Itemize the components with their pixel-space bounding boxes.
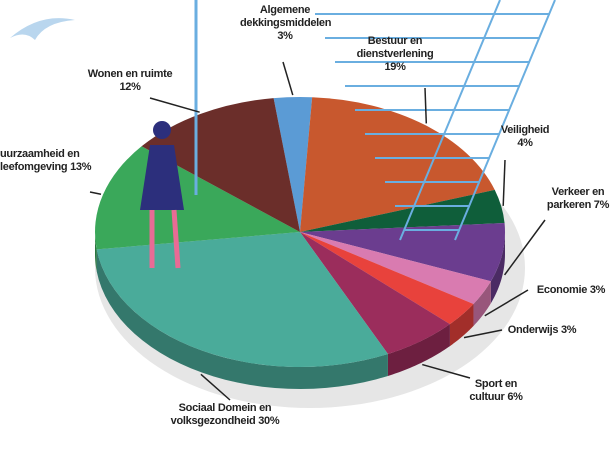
slice	[96, 232, 388, 367]
slice	[300, 232, 491, 304]
slice-label: Sport en cultuur 6%	[460, 378, 532, 404]
category-label: Onderwijs	[507, 324, 559, 336]
value-label: 4%	[517, 137, 533, 149]
leader-line	[422, 363, 471, 379]
slice-label: Onderwijs 3%	[502, 324, 582, 337]
slice-side	[449, 303, 474, 347]
slice-label: Economie 3%	[528, 284, 614, 297]
leader-line	[282, 61, 294, 96]
value-label: 3%	[589, 284, 606, 296]
ladder-icon	[315, 0, 556, 241]
slice-side	[490, 232, 505, 304]
leg	[171, 209, 181, 269]
slice	[300, 232, 474, 325]
leader-line	[463, 329, 503, 339]
leader-line	[89, 191, 102, 195]
category-label: Algemene dekkingsmiddelen	[240, 4, 332, 29]
slice	[300, 223, 505, 282]
leader-line	[424, 87, 428, 124]
slice-label: Wonen en ruimte 12%	[80, 68, 180, 94]
slice	[273, 97, 313, 232]
slice-label: Sociaal Domein en volksgezondheid 30%	[165, 402, 285, 428]
leader-line	[503, 219, 546, 276]
slice	[300, 97, 495, 232]
value-label: 12%	[119, 81, 141, 93]
slice-label: Verkeer en parkeren 7%	[545, 186, 611, 212]
category-label: Sociaal Domein en volksgezondheid	[170, 402, 272, 427]
leader-line	[484, 289, 529, 317]
slice-label: Bestuur en dienstverlening 19%	[350, 35, 440, 74]
ladder-rail	[454, 0, 556, 241]
head	[153, 121, 171, 139]
category-label: uurzaamheid en leefomgeving	[0, 148, 80, 173]
leader-line	[200, 373, 231, 401]
value-label: 3%	[277, 30, 293, 42]
slice-label: Veiligheid 4%	[500, 124, 550, 150]
category-label: Wonen en ruimte	[87, 68, 173, 80]
slice-label: Algemene dekkingsmiddelen 3%	[240, 4, 332, 43]
category-label: Verkeer en parkeren	[546, 186, 605, 211]
category-label: Sport en cultuur	[469, 378, 518, 403]
value-label: 13%	[70, 161, 92, 173]
leader-line	[149, 97, 200, 113]
slice	[141, 98, 300, 232]
slice-side	[95, 232, 97, 272]
value-label: 30%	[258, 415, 280, 427]
value-label: 19%	[384, 61, 406, 73]
value-label: 7%	[593, 199, 610, 211]
slice	[300, 232, 450, 354]
slice	[300, 189, 505, 232]
person-icon	[140, 121, 184, 269]
slice-label: uurzaamheid en leefomgeving 13%	[0, 148, 92, 174]
slice-side	[96, 249, 388, 389]
slice-side	[387, 324, 450, 376]
category-label: Veiligheid	[500, 124, 550, 136]
category-label: Economie	[536, 284, 588, 296]
ladder-rail	[399, 0, 501, 241]
leader-line	[502, 159, 506, 206]
bird-icon	[10, 18, 75, 40]
category-label: Bestuur en dienstverlening	[356, 35, 434, 60]
value-label: 3%	[560, 324, 577, 336]
slice-side	[473, 281, 491, 326]
body	[140, 145, 184, 210]
value-label: 6%	[507, 391, 523, 403]
